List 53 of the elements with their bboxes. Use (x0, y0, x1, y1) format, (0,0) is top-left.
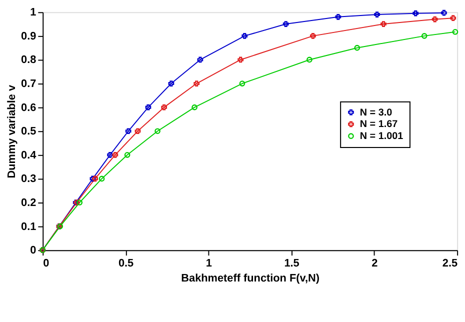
legend-label: N = 1.67 (360, 119, 398, 130)
point (450, 15, 456, 22)
legend-label: N = 1.001 (360, 131, 404, 142)
y-tick-label: 0.6 (21, 102, 36, 114)
point (194, 80, 200, 86)
y-tick-label: 0.1 (21, 220, 36, 233)
x-tick-label: 0.5 (118, 257, 134, 270)
x-axis-title: Bakhmeteff function F(v,N) (181, 272, 320, 284)
y-tick-label: 0.9 (21, 30, 36, 42)
y-axis-title: Dummy variable v (6, 84, 18, 178)
x-tick-label: 1 (206, 257, 212, 270)
x-tick-label: 2.5 (442, 257, 458, 270)
point (192, 104, 198, 110)
y-tick-label: 0 (30, 244, 36, 257)
point (92, 176, 98, 182)
y-tick-label: 0.4 (21, 149, 36, 162)
point (374, 12, 380, 18)
y-tick-label: 1 (30, 6, 36, 19)
point (145, 104, 152, 110)
point (335, 14, 342, 20)
y-tick-label: 0.7 (21, 78, 36, 90)
point (242, 33, 248, 39)
point (310, 33, 316, 39)
point (282, 21, 289, 27)
point (412, 10, 419, 16)
point (238, 56, 244, 63)
point (90, 176, 96, 182)
point (168, 80, 174, 86)
point (124, 152, 130, 158)
legend-label: N = 3.0 (360, 107, 393, 118)
point (154, 128, 160, 134)
point (161, 104, 167, 110)
point (134, 128, 141, 134)
y-tick-label: 0.2 (21, 196, 36, 209)
y-tick-label: 0.5 (21, 126, 36, 138)
x-tick-label: 0 (43, 257, 50, 270)
x-tick-label: 1.5 (284, 257, 300, 270)
point (306, 56, 312, 63)
point (421, 33, 428, 39)
point (125, 128, 132, 134)
point (107, 152, 113, 158)
x-tick-label: 2 (372, 257, 378, 270)
point (432, 16, 438, 22)
y-tick-label: 0.3 (21, 173, 36, 186)
point (239, 80, 246, 86)
point (354, 44, 360, 51)
point (197, 56, 204, 63)
point (76, 200, 83, 206)
y-tick-label: 0.8 (21, 54, 36, 66)
point (112, 152, 118, 158)
point (441, 10, 447, 16)
point (380, 21, 386, 27)
point (98, 176, 105, 182)
